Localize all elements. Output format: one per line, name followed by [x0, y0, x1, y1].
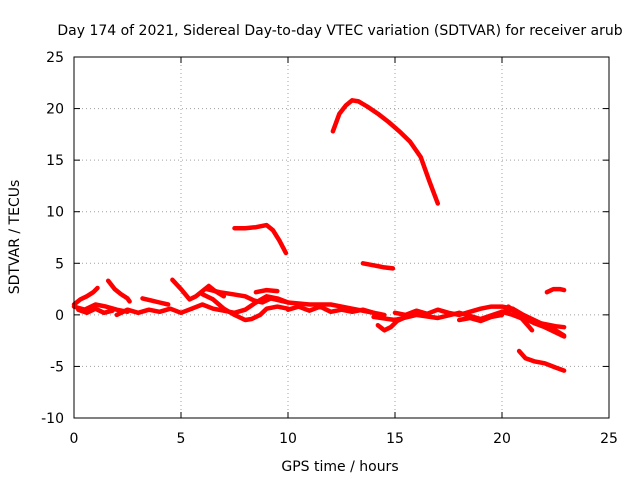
- y-tick-label: 15: [46, 153, 64, 169]
- x-tick-label: 5: [177, 431, 186, 447]
- series-arc-9: [200, 291, 291, 323]
- series-arc-14: [330, 98, 441, 206]
- x-tick-label: 25: [600, 431, 618, 447]
- series-arc-18: [392, 304, 515, 318]
- chart-title: Day 174 of 2021, Sidereal Day-to-day VTE…: [57, 23, 622, 39]
- series-arc-5: [114, 306, 194, 318]
- series-arc-10: [204, 286, 387, 318]
- y-axis-label: SDTVAR / TECUs: [7, 180, 23, 295]
- y-tick-label: 20: [46, 102, 64, 118]
- x-tick-labels: 0 5 10 15 20 25: [70, 431, 618, 447]
- series-arc-15: [360, 261, 396, 271]
- series-arc-6: [140, 296, 171, 307]
- y-tick-label: 0: [55, 308, 64, 324]
- x-tick-label: 0: [70, 431, 79, 447]
- x-axis-label: GPS time / hours: [281, 459, 398, 475]
- y-tick-label: 25: [46, 50, 64, 66]
- series-arc-11: [253, 287, 280, 295]
- x-tick-label: 15: [386, 431, 404, 447]
- x-tick-label: 10: [279, 431, 297, 447]
- y-tick-label: -5: [50, 359, 64, 375]
- plot-frame: [73, 56, 610, 419]
- y-tick-labels: -10 -5 0 5 10 15 20 25: [41, 50, 64, 427]
- series-arc-4: [105, 278, 132, 304]
- series-arc-13: [285, 304, 376, 316]
- series-arc-3: [76, 306, 115, 316]
- series-arc-1: [71, 285, 100, 307]
- y-tick-label: 10: [46, 205, 64, 221]
- data-series: [71, 98, 567, 373]
- series-arc-25: [516, 348, 567, 373]
- y-tick-label: -10: [41, 411, 64, 427]
- grid: [74, 57, 609, 418]
- series-arc-24: [544, 286, 567, 295]
- series-arc-17: [371, 307, 515, 323]
- x-tick-label: 20: [493, 431, 511, 447]
- series-arc-23: [521, 315, 567, 339]
- series-arc-12: [232, 222, 289, 256]
- series-arc-19: [456, 312, 505, 324]
- y-tick-label: 5: [55, 256, 64, 272]
